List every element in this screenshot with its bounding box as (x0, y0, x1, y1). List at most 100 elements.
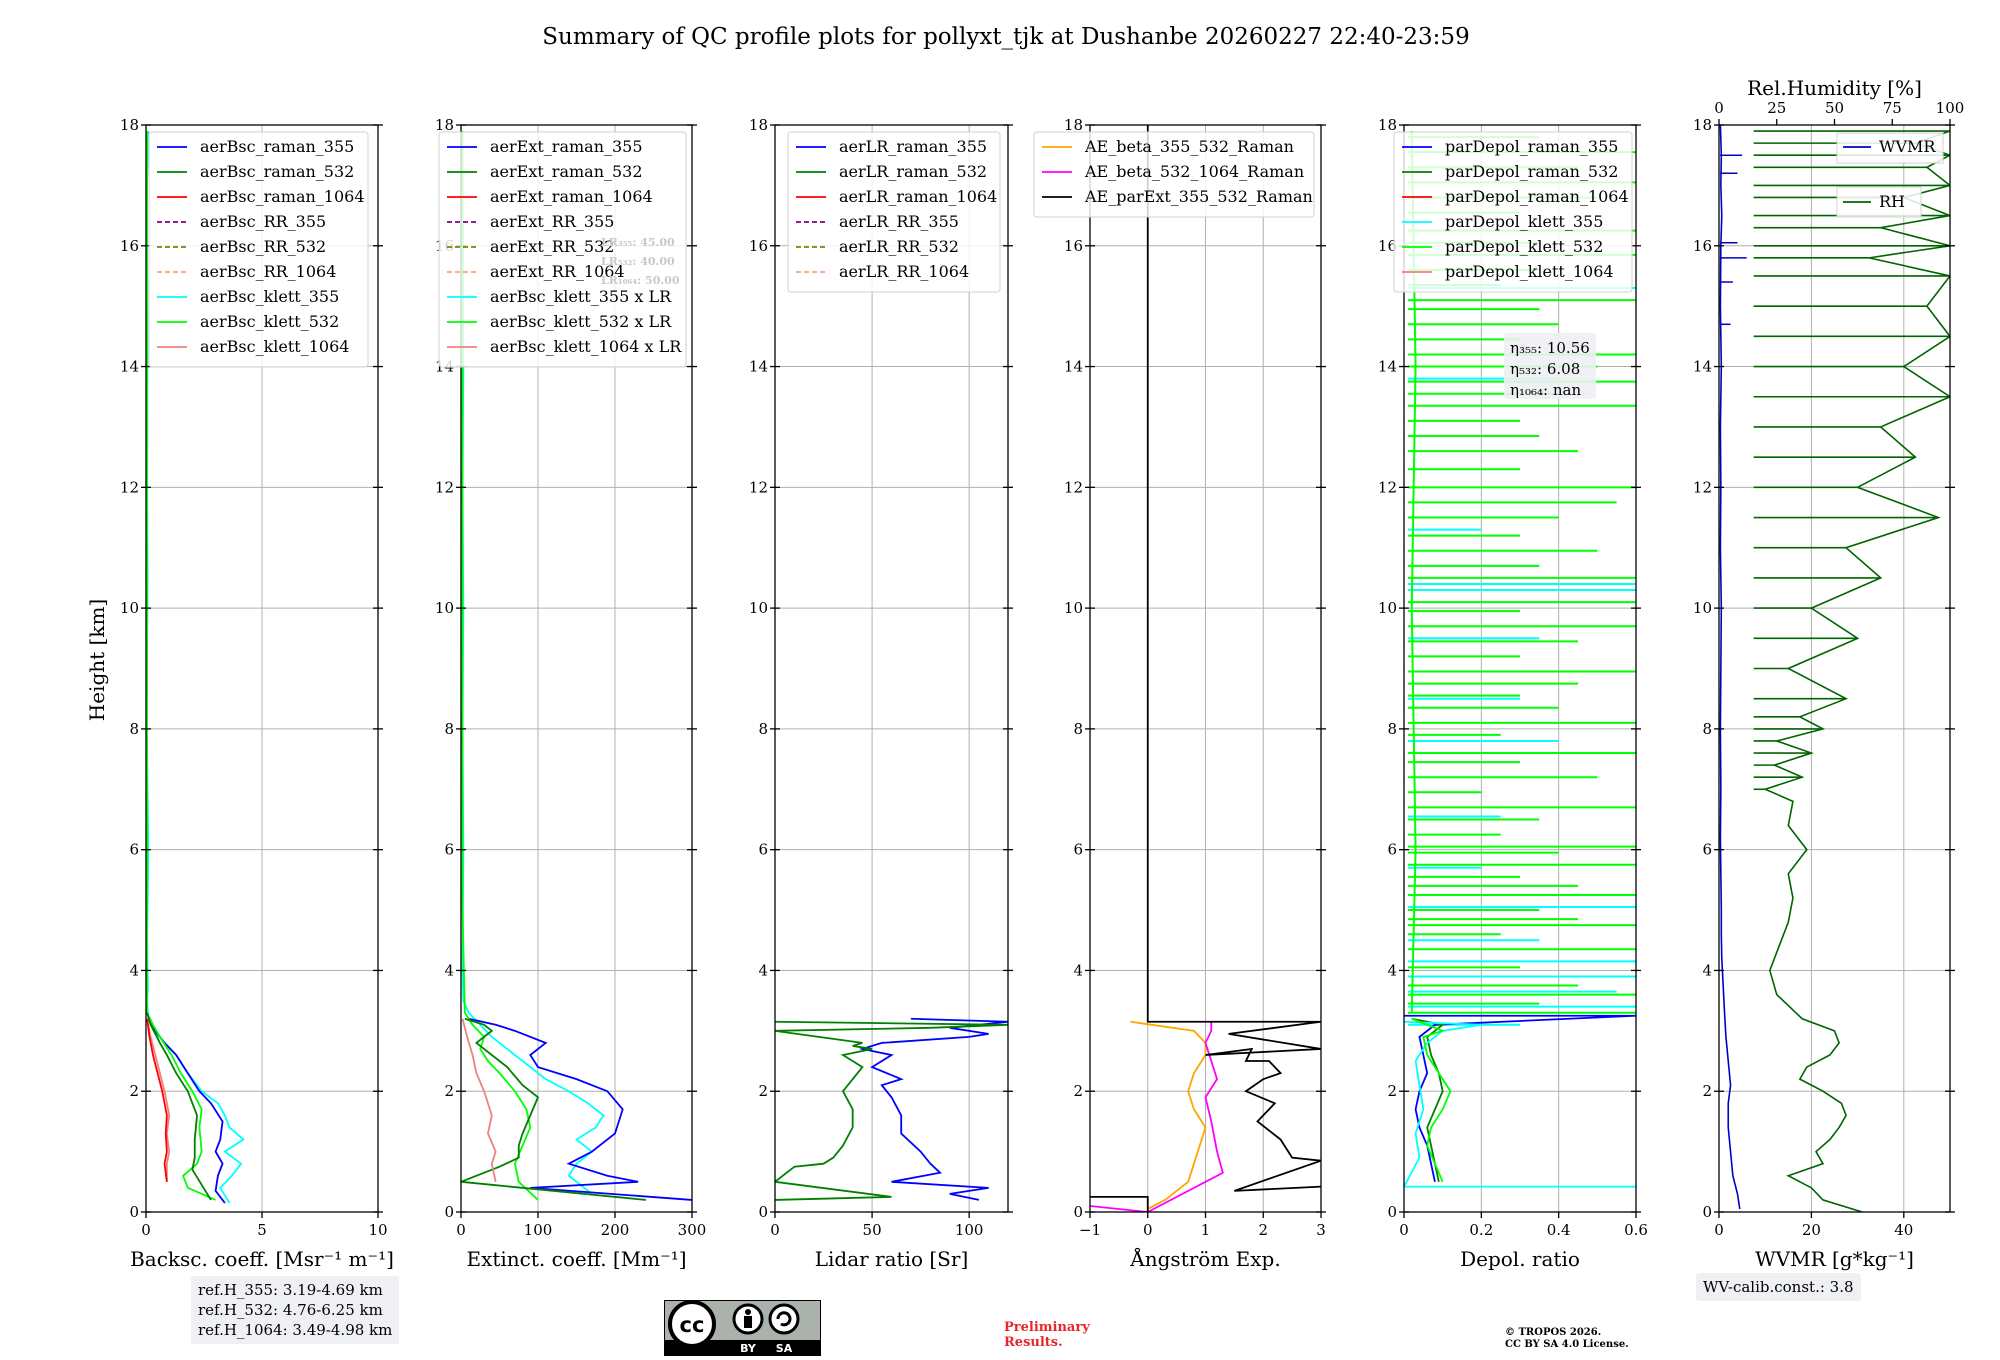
legend-extinction: aerExt_raman_355 aerExt_raman_532 aerExt_r… (438, 131, 687, 368)
ref-height-355: ref.H_355: 3.19-4.69 km (198, 1281, 383, 1299)
x-tick-label: 0 (770, 1221, 780, 1239)
legend-label: aerBsc_klett_1064 x LR (490, 337, 682, 356)
series-group-angstrom (1090, 125, 1321, 1212)
wv-calibration-box: WV-calib.const.: 3.8 (1696, 1273, 1861, 1301)
y-tick-label: 14 (1693, 358, 1712, 376)
legend-label: aerExt_RR_532 (490, 237, 614, 256)
x-axis-label-wvmr: WVMR [g*kg⁻¹] (1755, 1247, 1914, 1271)
y-tick-label: 16 (1693, 237, 1712, 255)
y-tick-label: 14 (120, 358, 139, 376)
x-axis-label-backscatter: Backsc. coeff. [Msr⁻¹ m⁻¹] (130, 1247, 394, 1271)
y-tick-label: 4 (1702, 961, 1712, 979)
legend-label: aerBsc_raman_355 (200, 137, 354, 156)
legend-label: AE_beta_532_1064_Raman (1084, 162, 1304, 181)
eta-label: η₅₃₂: 6.08 (1510, 360, 1580, 378)
y-tick-label: 0 (129, 1203, 139, 1221)
legend-frame (148, 131, 369, 368)
y-tick-label: 0 (1702, 1203, 1712, 1221)
legend-label: aerBsc_klett_355 x LR (490, 287, 672, 306)
y-tick-label: 8 (1387, 720, 1397, 738)
y-tick-label: 10 (1064, 599, 1083, 617)
legend-label: aerBsc_RR_532 (200, 237, 326, 256)
legend-label: aerLR_RR_532 (839, 237, 959, 256)
cc-sa-label: SA (776, 1342, 793, 1355)
legend-label: parDepol_raman_532 (1445, 162, 1618, 181)
legend-label: aerExt_RR_1064 (490, 262, 625, 281)
y-tick-label: 6 (129, 841, 139, 859)
y-tick-label: 16 (120, 237, 139, 255)
cc-by-label: BY (740, 1342, 757, 1355)
y-tick-label: 6 (1387, 841, 1397, 859)
y-tick-label: 18 (120, 116, 139, 134)
x-tick-label: 0 (1143, 1221, 1153, 1239)
x-tick-label: 0.6 (1624, 1221, 1648, 1239)
y-tick-label: 0 (1073, 1203, 1083, 1221)
series-line-aerBsc_klett_1064 (146, 1018, 171, 1182)
series-line-aerLR_raman_532 (775, 1020, 1008, 1201)
y-tick-label: 8 (1073, 720, 1083, 738)
y-tick-label: 2 (444, 1082, 454, 1100)
legend-label: parDepol_raman_355 (1445, 137, 1618, 156)
y-tick-label: 18 (749, 116, 768, 134)
series-group-lidar_ratio (775, 1017, 1008, 1201)
by-person-body (744, 1316, 752, 1328)
series-line-aerExt_raman_532 (461, 1017, 646, 1201)
legend-label: parDepol_raman_1064 (1445, 187, 1629, 206)
legend-label: aerLR_raman_532 (839, 162, 987, 181)
legend-label: aerLR_raman_1064 (839, 187, 997, 206)
y-axis-label: Height [km] (85, 599, 109, 721)
preliminary-line-2: Results. (1004, 1335, 1063, 1350)
y-tick-label: 6 (758, 841, 768, 859)
legend-wvmr: WVMR (1836, 132, 1944, 164)
series-line-aerBsc_raman_355 (147, 1018, 226, 1204)
legend-label: aerBsc_raman_1064 (200, 187, 365, 206)
y-tick-label: 14 (749, 358, 768, 376)
legend-angstrom: AE_beta_355_532_Raman AE_beta_532_1064_Ra… (1033, 131, 1315, 218)
legend-label: aerBsc_klett_355 (200, 287, 339, 306)
legend-label: WVMR (1879, 137, 1936, 156)
series-line-aerBsc_klett_1064 x LR (461, 1018, 497, 1182)
x-tick-label: 20 (1802, 1221, 1821, 1239)
series-line-aerBsc_raman_532 (146, 1012, 212, 1201)
wv-calib-constant: WV-calib.const.: 3.8 (1703, 1278, 1854, 1296)
y-tick-label: 8 (129, 720, 139, 738)
series-line-parDepol_klett_355 (1404, 1020, 1636, 1188)
top-x-tick-label: 75 (1883, 99, 1902, 117)
y-tick-label: 14 (1064, 358, 1083, 376)
sa-share-arrow (776, 1311, 792, 1327)
series-group-extinction (461, 131, 692, 1201)
panel-depol: 0 2 4 6 8 10 12 14 16 18 0 0.2 0.4 0.6 Depol. ratio par… (1378, 116, 1648, 1271)
legend-lidar_ratio: aerLR_raman_355 aerLR_raman_532 aerLR_rama… (787, 131, 1001, 293)
lr-label: LR₁₀₆₄: 50.00 (601, 274, 680, 287)
legend-depol: parDepol_raman_355 parDepol_raman_532 parD… (1393, 131, 1633, 293)
x-tick-label: 50 (863, 1221, 882, 1239)
x-tick-label: 0 (1714, 1221, 1724, 1239)
x-tick-label: 0.2 (1469, 1221, 1493, 1239)
cc-license-logo: cc BY SA (664, 1300, 821, 1356)
cc-label: cc (680, 1313, 705, 1337)
legend-label: aerBsc_klett_532 (200, 312, 339, 331)
y-tick-label: 2 (1387, 1082, 1397, 1100)
series-line-aerLR_raman_355 (858, 1017, 1008, 1201)
top-x-tick-label: 0 (1714, 99, 1724, 117)
sa-share-icon (768, 1303, 800, 1335)
x-tick-label: 0 (141, 1221, 151, 1239)
x-tick-label: 100 (955, 1221, 984, 1239)
panel-backscatter: 0 2 4 6 8 10 12 14 16 18 0 5 10 Backsc. coeff. [Msr⁻¹… (120, 116, 394, 1271)
legend-label: aerBsc_RR_355 (200, 212, 326, 231)
series-line-aerBsc_klett_532 (146, 131, 216, 1201)
y-tick-label: 4 (444, 961, 454, 979)
legend-frame (1836, 132, 1944, 164)
legend-label: aerLR_raman_355 (839, 137, 987, 156)
legend-label: parDepol_klett_1064 (1445, 262, 1614, 281)
legend-frame (438, 131, 687, 368)
axes-frame (1403, 124, 1637, 1213)
x-tick-label: 300 (678, 1221, 707, 1239)
legend-label: parDepol_klett_532 (1445, 237, 1603, 256)
y-tick-label: 16 (1064, 237, 1083, 255)
y-tick-label: 18 (1693, 116, 1712, 134)
x-tick-label: 10 (368, 1221, 387, 1239)
y-tick-label: 18 (1378, 116, 1397, 134)
